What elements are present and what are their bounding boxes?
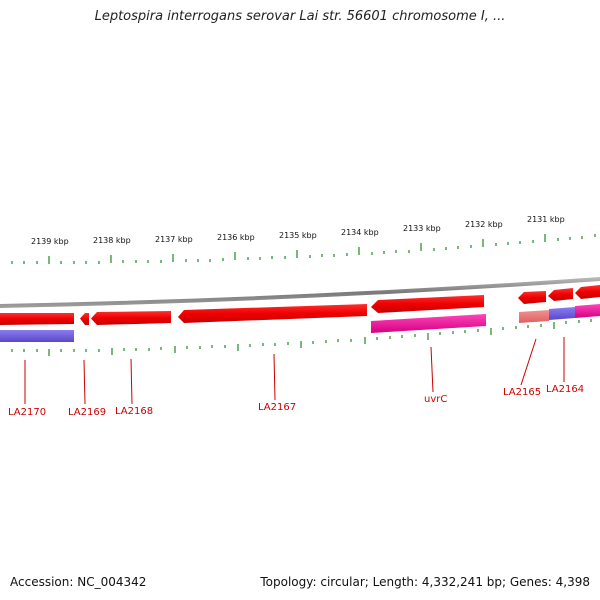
gene-label-la2164[interactable]: LA2164	[546, 384, 584, 395]
scale-label: 2139 kbp	[31, 237, 69, 246]
map-title: Leptospira interrogans serovar Lai str. …	[94, 9, 506, 24]
gene-label-la2168[interactable]: LA2168	[115, 406, 153, 417]
gene-la2168-arrow[interactable]	[91, 311, 171, 325]
gene-label-uvrc[interactable]: uvrC	[424, 394, 447, 405]
cds-la2165-bar[interactable]	[519, 310, 549, 323]
leader-la2165	[520, 338, 537, 386]
scale-label: 2131 kbp	[527, 215, 565, 224]
cds-la2170-bar[interactable]	[0, 330, 74, 342]
leader-la2168	[130, 358, 133, 405]
scale-label: 2132 kbp	[465, 220, 503, 229]
gene-features	[0, 285, 600, 342]
label-leaders	[24, 337, 565, 405]
gene-label-la2167[interactable]: LA2167	[258, 402, 296, 413]
sequence-summary: Topology: circular; Length: 4,332,241 bp…	[260, 575, 590, 589]
gene-uvrc-arrow[interactable]	[371, 295, 484, 313]
gene-la2169-arrow[interactable]	[80, 313, 89, 325]
bottom-ruler	[11, 319, 592, 356]
cds-la2164-bar[interactable]	[549, 307, 575, 320]
leader-la2167	[273, 353, 276, 401]
cds-next-bar[interactable]	[575, 304, 600, 318]
accession-text: Accession: NC_004342	[10, 575, 147, 589]
leader-uvrc	[430, 346, 434, 393]
gene-la2165-arrow[interactable]	[518, 291, 546, 304]
gene-label-la2165[interactable]: LA2165	[503, 387, 541, 398]
cds-uvrc-bar[interactable]	[371, 314, 486, 333]
gene-la2170-arrow[interactable]	[0, 313, 74, 325]
gene-next-arrow[interactable]	[575, 285, 600, 299]
chromosome-backbone	[0, 277, 600, 308]
gene-label-la2170[interactable]: LA2170	[8, 407, 46, 418]
leader-la2169	[83, 359, 86, 405]
gene-la2167-arrow[interactable]	[178, 304, 367, 323]
scale-label: 2138 kbp	[93, 236, 131, 245]
gene-la2164-arrow[interactable]	[548, 288, 573, 301]
scale-label: 2136 kbp	[217, 233, 255, 242]
scale-label: 2135 kbp	[279, 231, 317, 240]
scale-label: 2134 kbp	[341, 228, 379, 237]
scale-label: 2137 kbp	[155, 235, 193, 244]
top-ruler	[11, 234, 596, 264]
gene-label-la2169[interactable]: LA2169	[68, 407, 106, 418]
scale-label: 2133 kbp	[403, 224, 441, 233]
